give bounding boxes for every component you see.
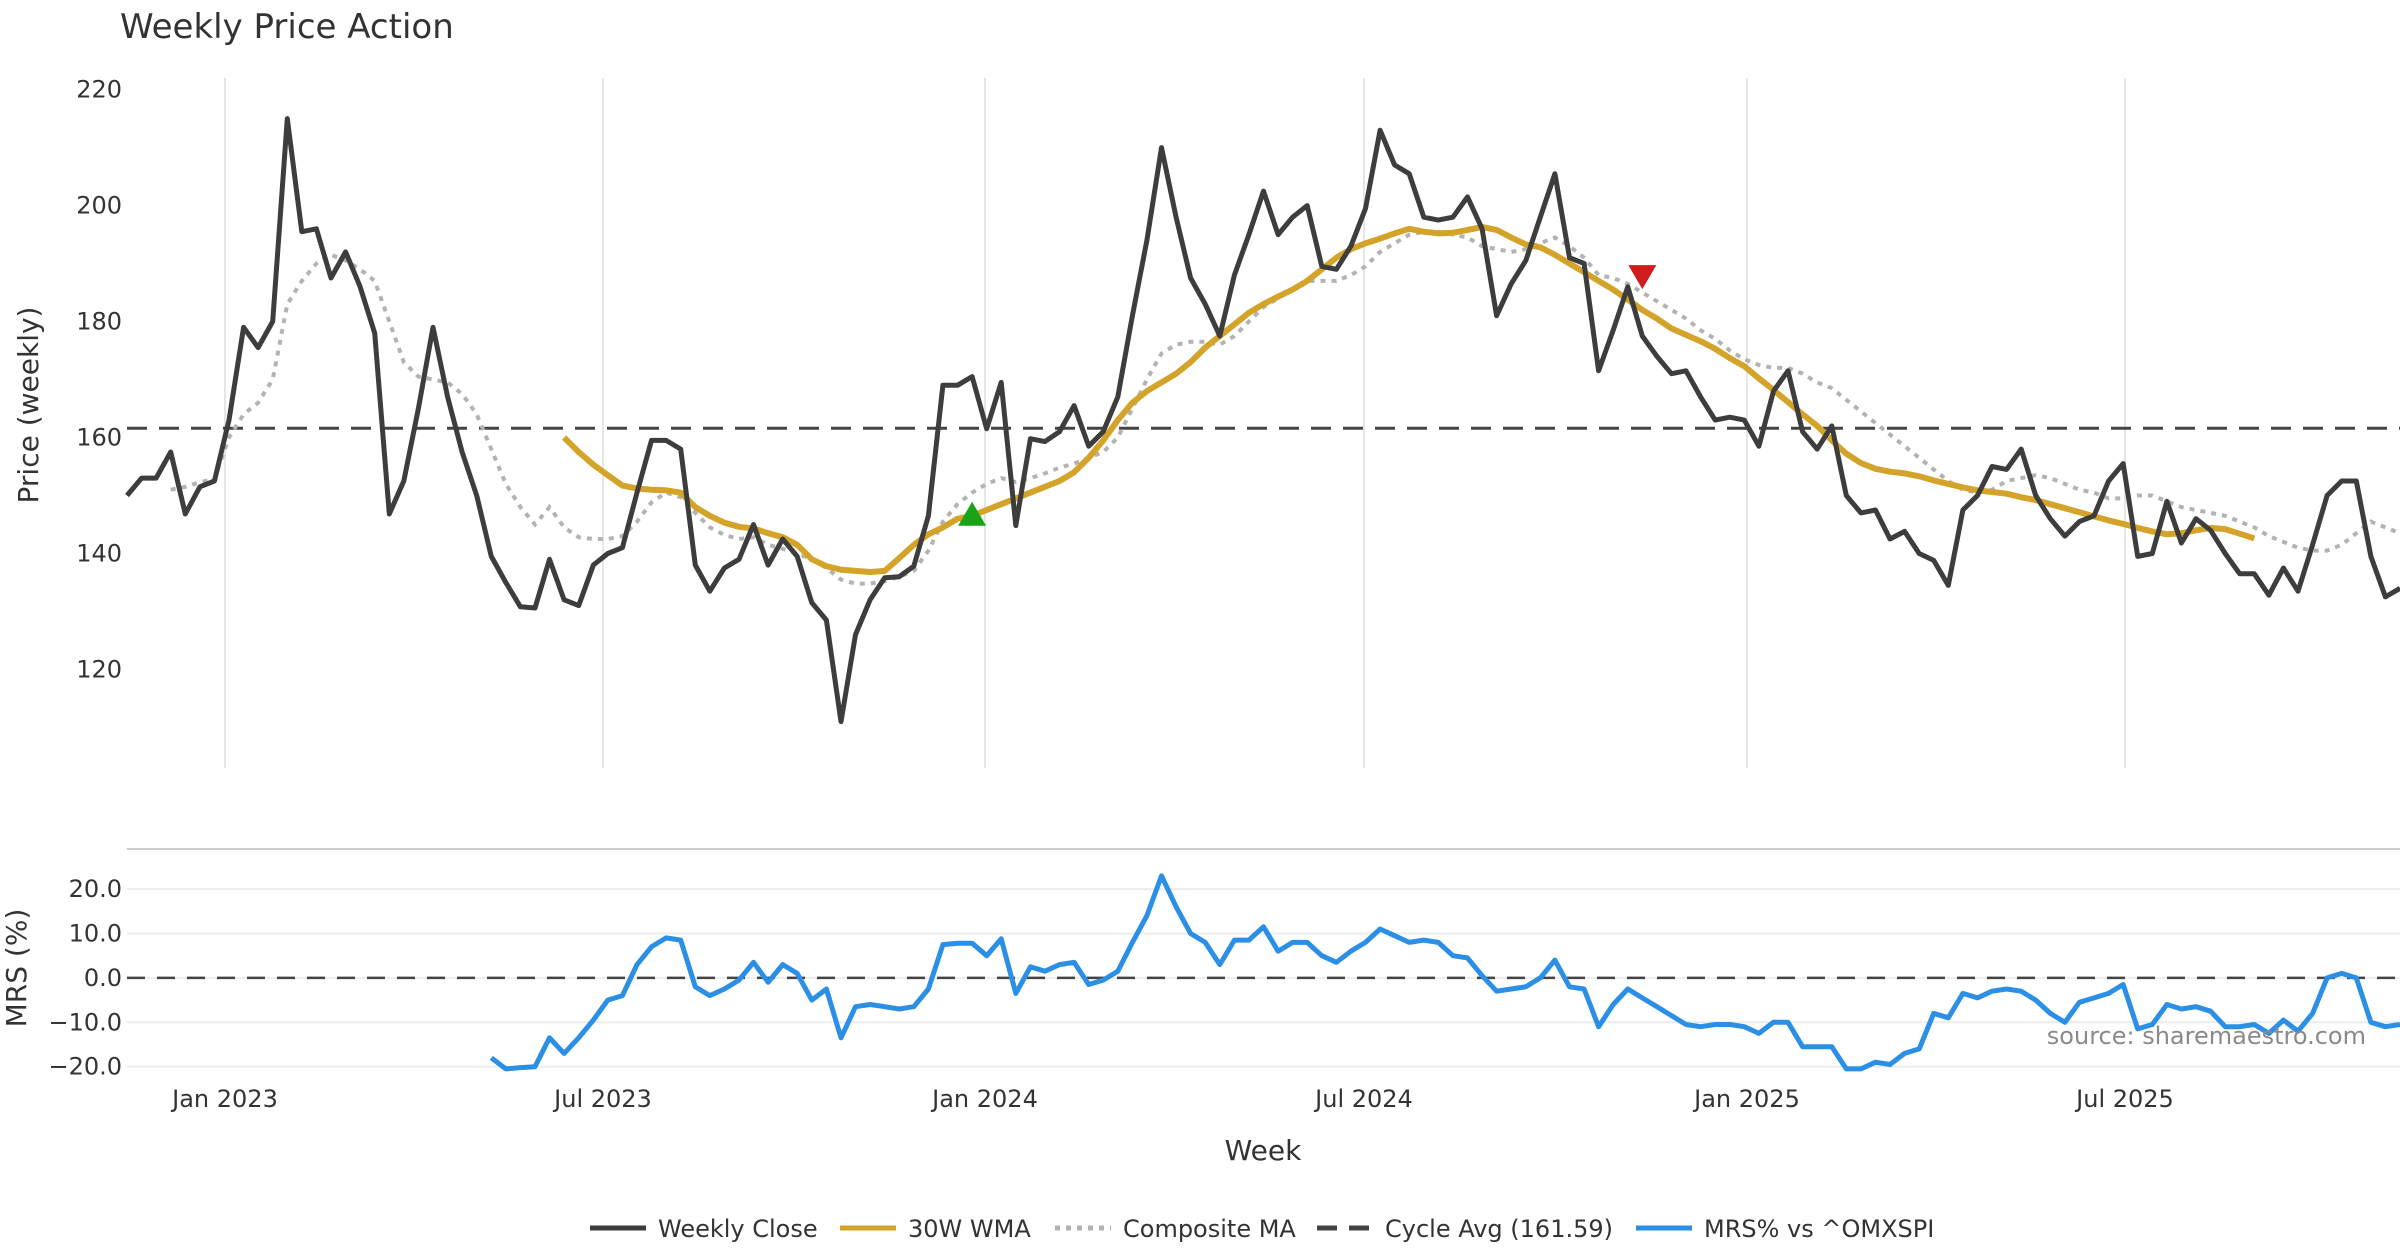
price-y-tick-label: 220 xyxy=(76,76,122,104)
price-y-tick-label: 140 xyxy=(76,539,122,567)
buy-signal-marker xyxy=(958,501,987,526)
source-note: source: sharemaestro.com xyxy=(2047,1022,2366,1050)
mrs-y-axis-title: MRS (%) xyxy=(0,909,33,1028)
mrs-y-tick-label: −20.0 xyxy=(48,1053,122,1081)
price-panel-gridlines xyxy=(224,78,2126,768)
x-tick-label: Jan 2025 xyxy=(1692,1085,1800,1113)
mrs-y-axis-ticks: 20.0 10.0 0.0 −10.0 −20.0 xyxy=(48,875,122,1081)
composite-ma-line xyxy=(170,229,2400,586)
price-y-axis-ticks: 120 140 160 180 200 220 xyxy=(76,76,122,684)
price-y-tick-label: 180 xyxy=(76,308,122,336)
legend-label: Composite MA xyxy=(1123,1215,1296,1243)
price-y-tick-label: 200 xyxy=(76,192,122,220)
chart-title: Weekly Price Action xyxy=(120,7,454,47)
mrs-y-tick-label: 0.0 xyxy=(84,964,122,992)
mrs-y-tick-label: 20.0 xyxy=(69,875,122,903)
price-y-tick-label: 120 xyxy=(76,655,122,683)
x-tick-label: Jul 2024 xyxy=(1313,1085,1413,1113)
x-tick-label: Jan 2023 xyxy=(170,1085,278,1113)
x-axis-title: Week xyxy=(1225,1134,1302,1167)
mrs-y-tick-label: −10.0 xyxy=(48,1008,122,1036)
weekly-close-line xyxy=(125,116,2400,725)
x-tick-label: Jul 2023 xyxy=(552,1085,652,1113)
legend-label: 30W WMA xyxy=(908,1215,1031,1243)
mrs-y-tick-label: 10.0 xyxy=(69,919,122,947)
x-tick-label: Jan 2024 xyxy=(930,1085,1038,1113)
price-y-axis-title: Price (weekly) xyxy=(12,307,45,504)
x-axis-ticks: Jan 2023 Jul 2023 Jan 2024 Jul 2024 Jan 2025… xyxy=(170,1085,2174,1113)
legend: Weekly Close 30W WMA Composite MA Cycle Avg… xyxy=(590,1215,1934,1243)
legend-label: Cycle Avg (161.59) xyxy=(1385,1215,1613,1243)
wma-30w-line xyxy=(561,224,2256,575)
mrs-line xyxy=(489,873,2400,1072)
legend-label: Weekly Close xyxy=(658,1215,818,1243)
x-tick-label: Jul 2025 xyxy=(2074,1085,2174,1113)
sell-signal-marker xyxy=(1628,265,1657,290)
legend-label: MRS% vs ^OMXSPI xyxy=(1704,1215,1934,1243)
price-y-tick-label: 160 xyxy=(76,423,122,451)
